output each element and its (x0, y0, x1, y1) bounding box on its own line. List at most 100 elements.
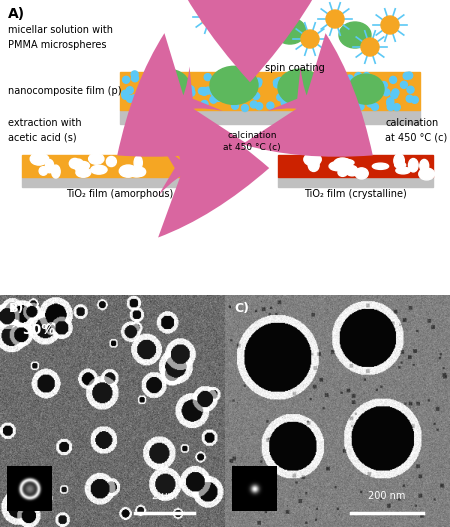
Circle shape (168, 91, 175, 97)
Text: C): C) (234, 302, 249, 315)
Circle shape (187, 86, 194, 93)
Circle shape (241, 74, 248, 81)
Circle shape (368, 99, 375, 106)
Ellipse shape (135, 168, 146, 177)
Circle shape (160, 93, 167, 100)
Circle shape (142, 78, 149, 85)
Circle shape (204, 74, 211, 81)
Ellipse shape (89, 153, 104, 164)
Circle shape (296, 72, 303, 79)
Ellipse shape (69, 159, 81, 169)
Text: 2 μm: 2 μm (152, 492, 177, 502)
Circle shape (256, 103, 263, 110)
Circle shape (411, 96, 418, 103)
Circle shape (210, 89, 217, 96)
Circle shape (135, 94, 142, 101)
Circle shape (407, 86, 414, 93)
Circle shape (338, 72, 346, 80)
Circle shape (172, 80, 180, 86)
Circle shape (173, 87, 180, 94)
Ellipse shape (76, 168, 91, 177)
Circle shape (122, 92, 129, 99)
Ellipse shape (134, 156, 142, 170)
Circle shape (210, 96, 217, 103)
Ellipse shape (91, 165, 107, 174)
Ellipse shape (372, 163, 389, 169)
Circle shape (215, 94, 222, 101)
Circle shape (355, 73, 362, 80)
Circle shape (313, 100, 320, 107)
Circle shape (126, 95, 134, 102)
Circle shape (205, 87, 211, 94)
Circle shape (229, 89, 236, 95)
Circle shape (131, 75, 139, 82)
Bar (120, 110, 420, 124)
Circle shape (387, 103, 394, 111)
Bar (22, 177, 217, 187)
Ellipse shape (194, 153, 208, 167)
Circle shape (252, 93, 260, 100)
Circle shape (336, 99, 343, 106)
Circle shape (249, 80, 256, 87)
Circle shape (130, 95, 137, 102)
Circle shape (250, 101, 257, 108)
Ellipse shape (39, 167, 48, 175)
Text: 30%: 30% (22, 323, 56, 337)
Circle shape (279, 84, 286, 91)
Ellipse shape (338, 169, 347, 177)
Ellipse shape (409, 159, 418, 172)
Circle shape (363, 73, 370, 80)
Circle shape (367, 100, 374, 107)
Bar (22, 155, 217, 177)
Circle shape (324, 90, 331, 97)
Circle shape (201, 87, 208, 94)
Circle shape (180, 88, 187, 95)
Circle shape (255, 78, 262, 85)
Text: 200 nm: 200 nm (368, 492, 406, 502)
Ellipse shape (77, 161, 90, 170)
Circle shape (363, 85, 370, 92)
Circle shape (201, 89, 208, 95)
Circle shape (361, 79, 368, 86)
Circle shape (261, 14, 279, 32)
Circle shape (315, 77, 322, 84)
Ellipse shape (45, 160, 54, 173)
Circle shape (169, 78, 176, 85)
Ellipse shape (419, 168, 435, 180)
Ellipse shape (333, 158, 351, 170)
Circle shape (122, 90, 129, 97)
Circle shape (299, 75, 306, 82)
Circle shape (122, 76, 130, 83)
Circle shape (254, 80, 261, 87)
Ellipse shape (210, 66, 258, 104)
Ellipse shape (339, 22, 371, 48)
Ellipse shape (106, 157, 117, 167)
Ellipse shape (278, 69, 322, 105)
Circle shape (231, 97, 238, 104)
Circle shape (354, 87, 360, 94)
Text: extraction with
acetic acid (s): extraction with acetic acid (s) (8, 118, 81, 142)
Circle shape (126, 87, 133, 94)
Circle shape (346, 94, 352, 101)
Circle shape (304, 96, 311, 103)
Circle shape (338, 88, 345, 95)
Circle shape (138, 100, 145, 106)
Ellipse shape (344, 165, 357, 174)
Circle shape (244, 84, 252, 91)
Circle shape (147, 81, 153, 87)
Circle shape (406, 72, 413, 79)
Circle shape (140, 92, 147, 100)
Ellipse shape (348, 74, 384, 104)
Circle shape (169, 75, 176, 82)
Ellipse shape (176, 167, 186, 174)
Ellipse shape (130, 170, 144, 177)
Circle shape (313, 92, 320, 99)
Text: B): B) (9, 302, 24, 315)
Circle shape (354, 80, 361, 87)
Circle shape (277, 94, 284, 101)
Circle shape (297, 95, 304, 102)
Text: TiO₂ film (amorphous): TiO₂ film (amorphous) (66, 189, 173, 199)
Ellipse shape (395, 162, 405, 168)
Ellipse shape (146, 69, 190, 105)
Circle shape (281, 99, 288, 106)
